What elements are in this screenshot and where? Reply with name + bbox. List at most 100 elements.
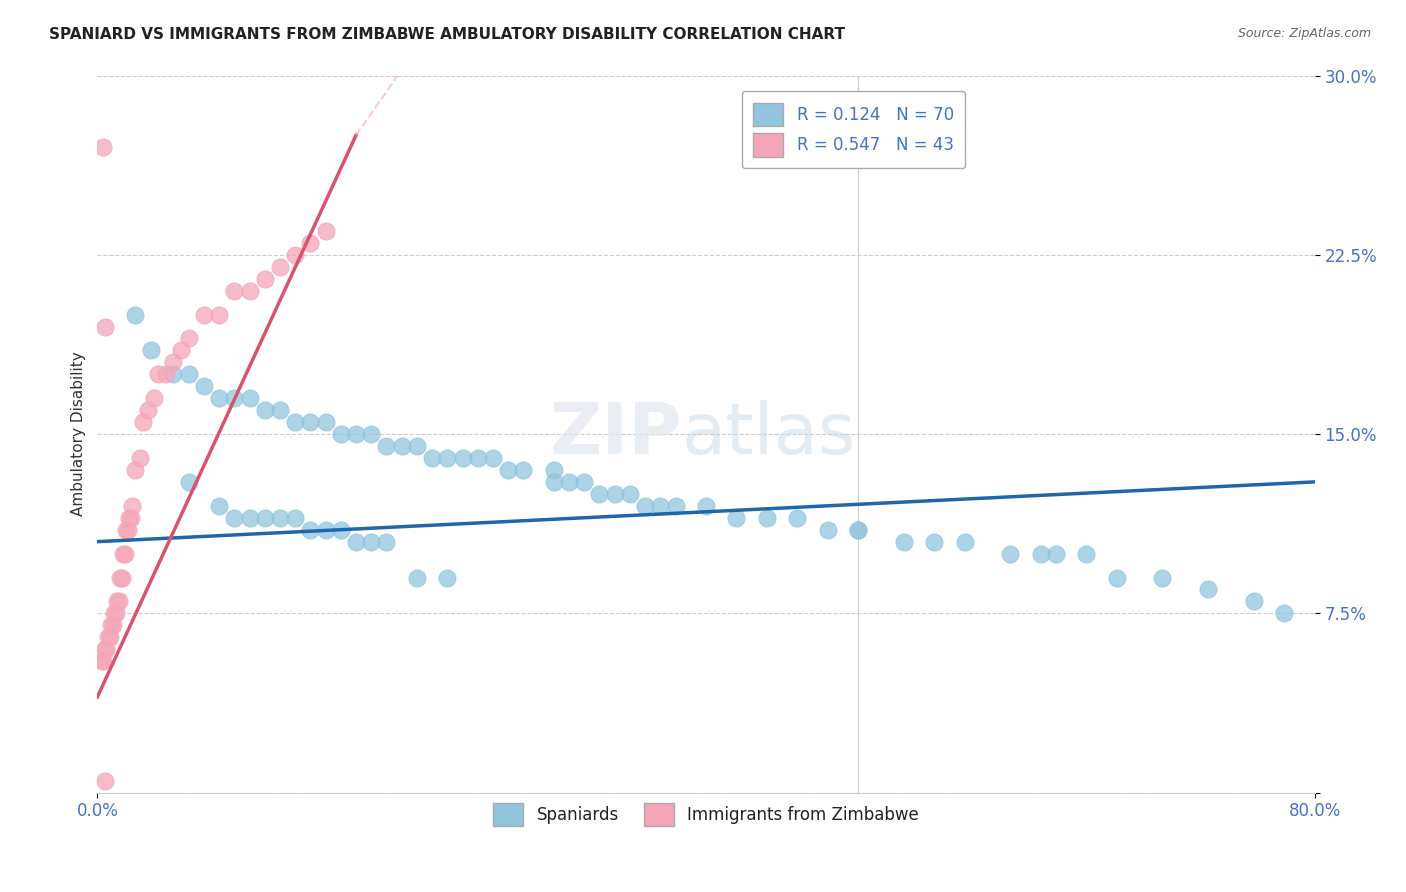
Point (94, 319, 117, 334)
Point (1045, 547, 1067, 561)
Point (664, 499, 686, 513)
Point (177, 475, 200, 489)
Point (846, 523, 869, 537)
Point (1029, 547, 1052, 561)
Point (405, 570, 427, 584)
Point (360, 534, 382, 549)
Point (953, 534, 976, 549)
Point (1243, 594, 1265, 608)
Point (588, 487, 610, 501)
Point (193, 308, 215, 322)
Point (817, 523, 839, 537)
Point (436, 450, 458, 465)
Point (121, 499, 143, 513)
Point (360, 427, 382, 442)
Point (299, 235, 322, 250)
Point (162, 368, 184, 382)
Point (100, 618, 122, 632)
Point (193, 379, 215, 393)
Point (451, 450, 474, 465)
Point (120, 510, 142, 524)
Point (391, 439, 413, 453)
Point (1000, 547, 1022, 561)
Point (512, 463, 534, 477)
Point (107, 594, 129, 608)
Y-axis label: Ambulatory Disability: Ambulatory Disability (72, 351, 86, 516)
Point (142, 391, 165, 405)
Point (115, 523, 138, 537)
Point (238, 391, 260, 405)
Point (482, 450, 505, 465)
Point (574, 475, 596, 489)
Point (94, 773, 117, 788)
Point (1152, 570, 1174, 584)
Point (893, 534, 915, 549)
Point (238, 284, 260, 298)
Text: atlas: atlas (682, 400, 856, 468)
Point (329, 427, 352, 442)
Point (129, 450, 152, 465)
Point (136, 403, 159, 417)
Point (1105, 570, 1128, 584)
Point (117, 523, 139, 537)
Point (162, 355, 184, 369)
Point (103, 607, 125, 621)
Point (436, 570, 458, 584)
Point (96, 642, 118, 657)
Point (344, 534, 367, 549)
Point (603, 487, 626, 501)
Point (329, 523, 352, 537)
Text: Source: ZipAtlas.com: Source: ZipAtlas.com (1237, 27, 1371, 40)
Point (101, 618, 124, 632)
Text: ZIP: ZIP (550, 400, 682, 468)
Point (420, 450, 443, 465)
Point (650, 499, 672, 513)
Point (208, 499, 231, 513)
Point (755, 510, 778, 524)
Point (269, 403, 291, 417)
Point (269, 260, 291, 274)
Point (299, 523, 322, 537)
Point (315, 415, 337, 429)
Point (118, 510, 141, 524)
Point (846, 523, 869, 537)
Point (725, 510, 748, 524)
Point (344, 427, 367, 442)
Point (253, 271, 276, 285)
Point (496, 463, 519, 477)
Point (315, 224, 337, 238)
Point (695, 499, 717, 513)
Point (619, 487, 641, 501)
Point (1272, 607, 1295, 621)
Legend: Spaniards, Immigrants from Zimbabwe: Spaniards, Immigrants from Zimbabwe (485, 794, 927, 835)
Point (148, 368, 170, 382)
Point (224, 284, 246, 298)
Point (284, 248, 307, 262)
Point (1076, 547, 1098, 561)
Text: SPANIARD VS IMMIGRANTS FROM ZIMBABWE AMBULATORY DISABILITY CORRELATION CHART: SPANIARD VS IMMIGRANTS FROM ZIMBABWE AMB… (49, 27, 845, 42)
Point (253, 403, 276, 417)
Point (139, 343, 162, 358)
Point (132, 415, 155, 429)
Point (124, 463, 146, 477)
Point (1197, 582, 1219, 597)
Point (224, 391, 246, 405)
Point (208, 391, 231, 405)
Point (112, 547, 135, 561)
Point (94, 642, 117, 657)
Point (155, 368, 177, 382)
Point (558, 475, 581, 489)
Point (208, 308, 231, 322)
Point (467, 450, 489, 465)
Point (170, 343, 193, 358)
Point (98, 630, 121, 644)
Point (284, 510, 307, 524)
Point (114, 547, 136, 561)
Point (93, 140, 115, 154)
Point (93, 654, 115, 668)
Point (375, 534, 398, 549)
Point (238, 510, 260, 524)
Point (269, 510, 291, 524)
Point (315, 523, 337, 537)
Point (104, 607, 127, 621)
